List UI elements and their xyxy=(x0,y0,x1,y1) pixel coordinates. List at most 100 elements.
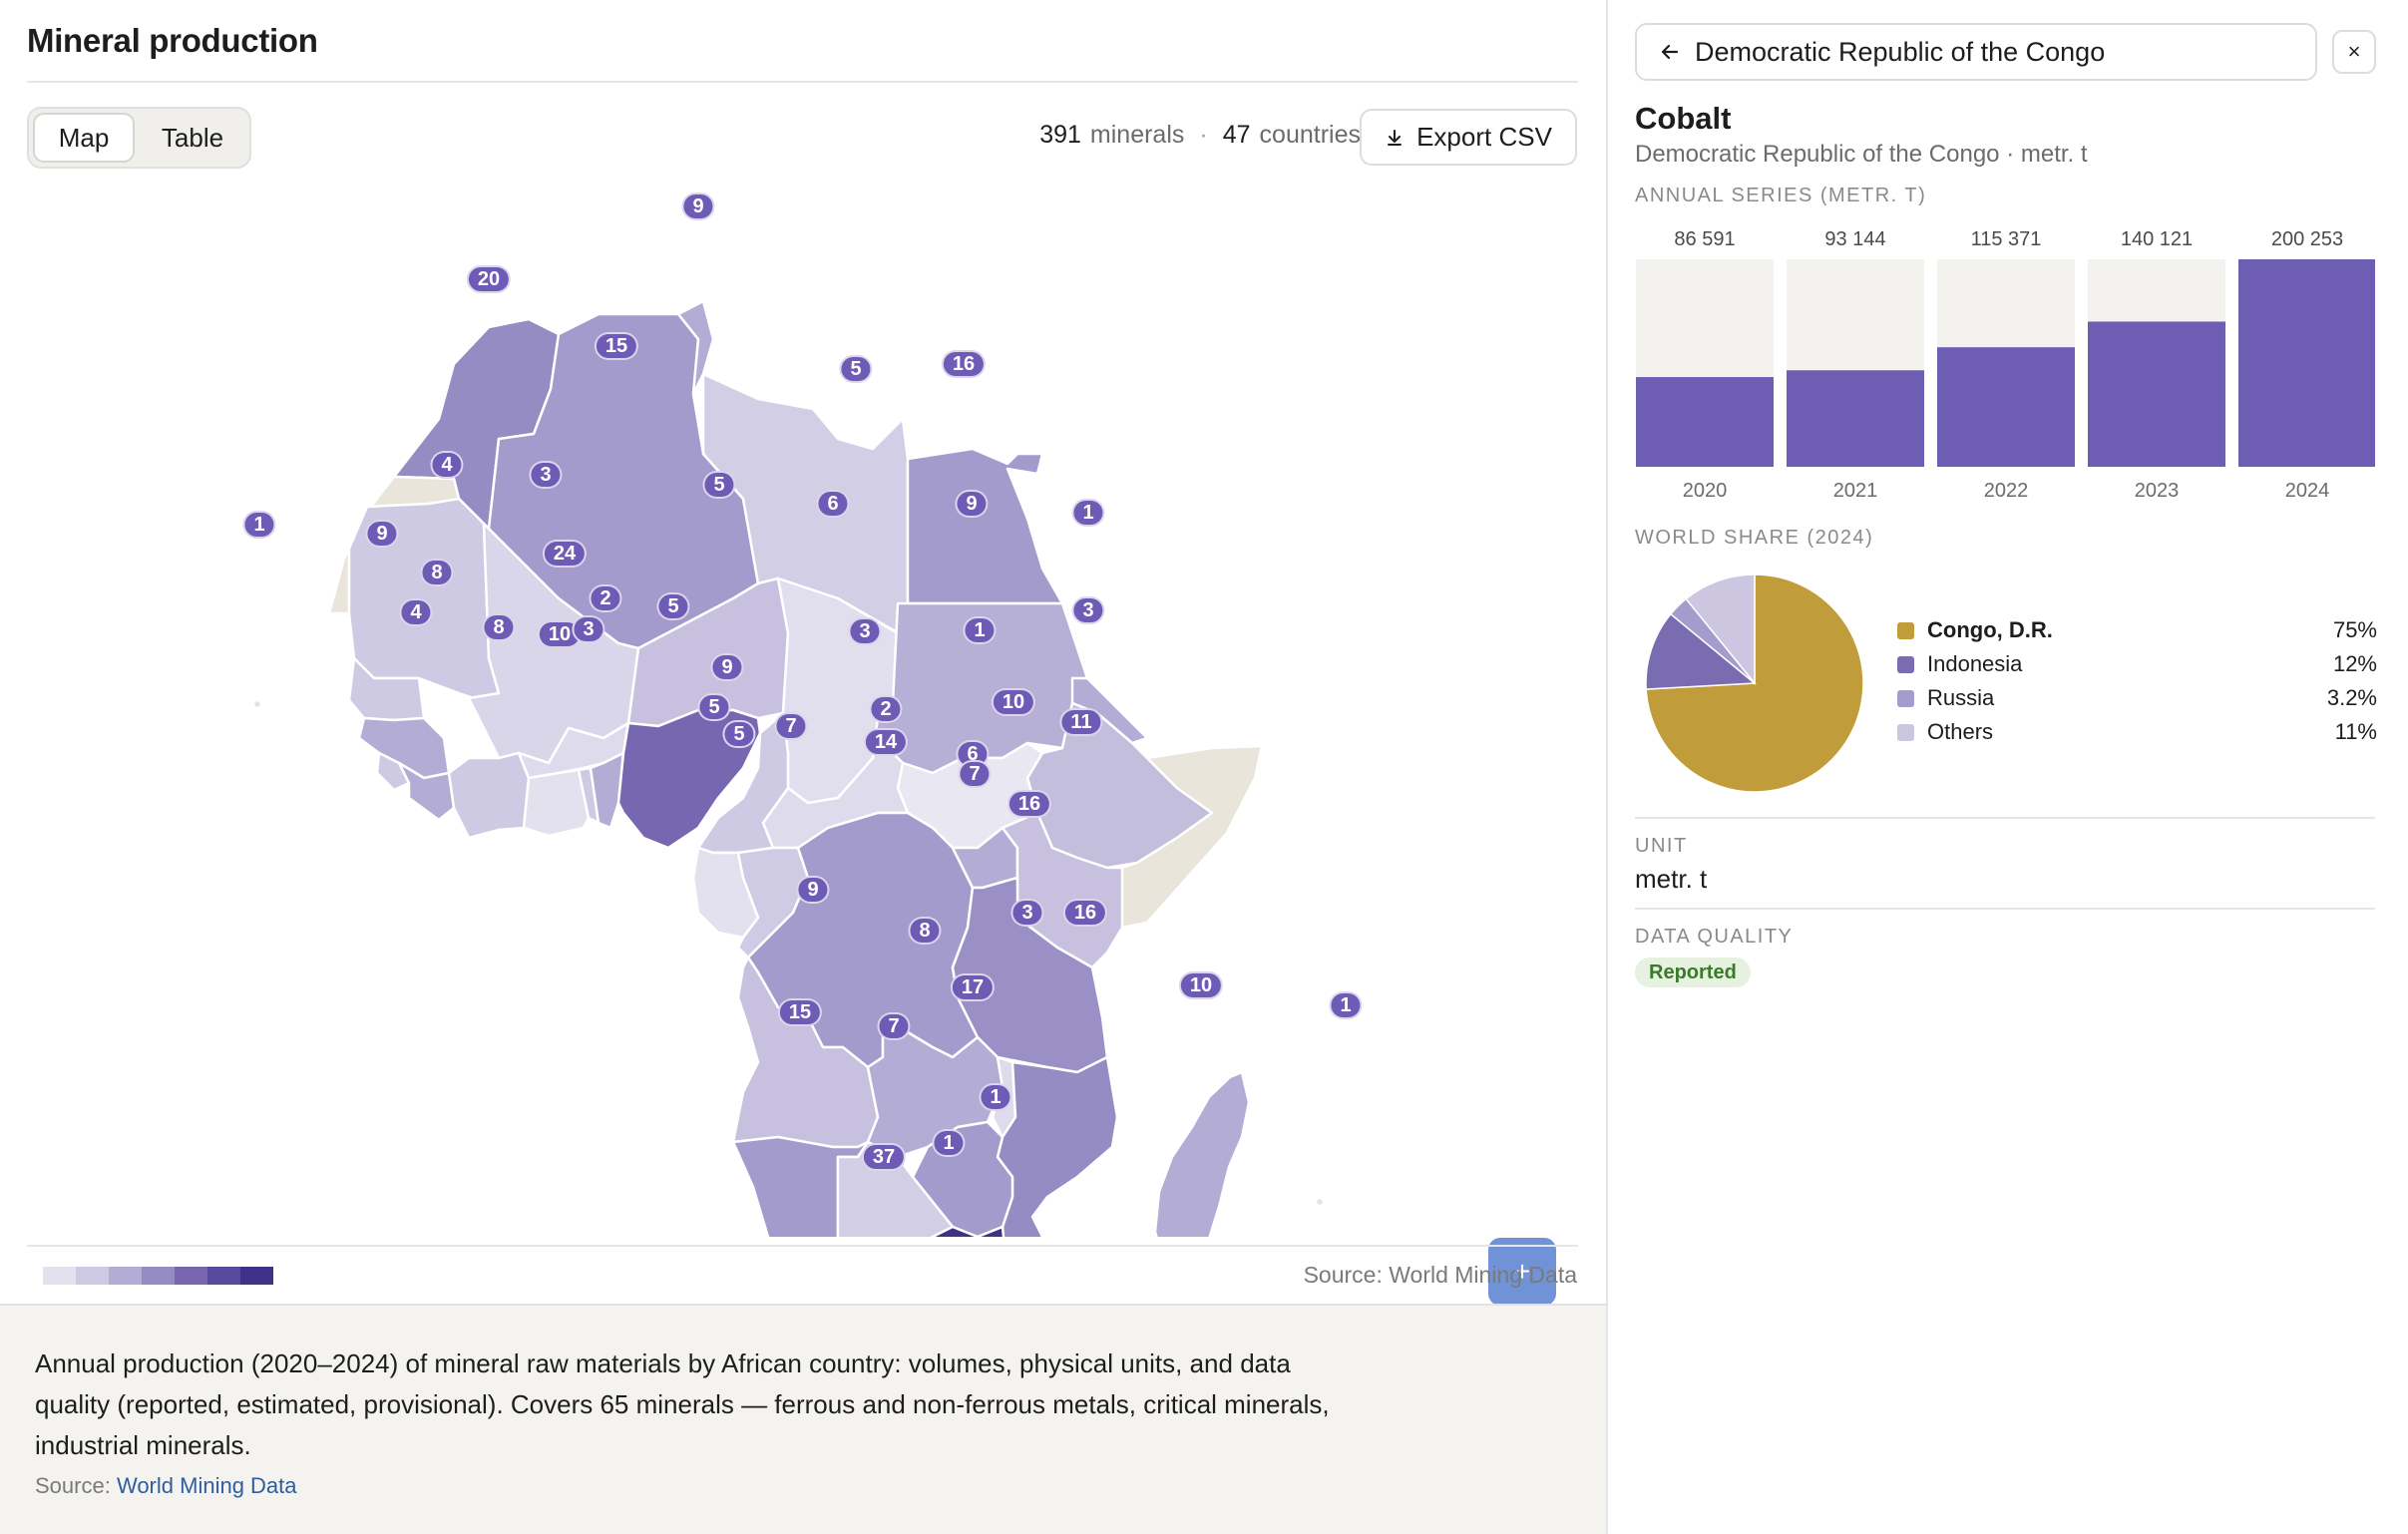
source-prefix: Source: xyxy=(35,1473,111,1498)
count-badge[interactable]: 3 xyxy=(1071,596,1105,624)
country-ghana[interactable] xyxy=(522,768,591,838)
count-badge[interactable]: 9 xyxy=(796,876,830,904)
selected-country: Democratic Republic of the Congo xyxy=(1695,36,2106,67)
count-badge[interactable]: 7 xyxy=(774,712,808,740)
country-mozambique[interactable] xyxy=(996,1055,1119,1237)
count-badge[interactable]: 7 xyxy=(877,1012,911,1040)
count-badge[interactable]: 10 xyxy=(1178,971,1224,999)
country-selector[interactable]: Democratic Republic of the Congo xyxy=(1635,23,2317,81)
count-badge[interactable]: 37 xyxy=(861,1143,907,1171)
count-badge[interactable]: 9 xyxy=(955,490,989,518)
arrow-left-icon[interactable] xyxy=(1659,41,1681,63)
count-badge[interactable]: 1 xyxy=(1071,499,1105,527)
count-badge[interactable]: 4 xyxy=(430,451,464,479)
count-badge[interactable]: 9 xyxy=(710,653,744,681)
count-badge[interactable]: 15 xyxy=(777,998,823,1026)
count-badge[interactable]: 5 xyxy=(702,471,736,499)
country-somalia[interactable] xyxy=(1120,744,1264,930)
count-badge[interactable]: 2 xyxy=(589,584,622,612)
count-badge[interactable]: 20 xyxy=(466,265,512,293)
count-badge[interactable]: 1 xyxy=(242,511,276,539)
country-cote-divoire[interactable] xyxy=(447,751,531,840)
legend-swatch xyxy=(109,1267,142,1285)
country-mauritania[interactable] xyxy=(347,497,501,700)
close-icon[interactable]: × xyxy=(2332,30,2376,74)
africa-choropleth-map[interactable] xyxy=(0,180,1606,1237)
bar-2023[interactable] xyxy=(2088,321,2225,467)
bar-2020[interactable] xyxy=(1636,377,1774,467)
count-badge[interactable]: 16 xyxy=(1062,899,1108,927)
dataset-description: Annual production (2020–2024) of mineral… xyxy=(0,1304,1606,1534)
legend-value: 75% xyxy=(2332,617,2377,642)
bar-value-label: 200 253 xyxy=(2271,228,2343,250)
count-badge[interactable]: 3 xyxy=(529,461,563,489)
count-badge[interactable]: 9 xyxy=(365,520,399,548)
count-badge[interactable]: 16 xyxy=(1006,790,1052,818)
legend-swatch xyxy=(175,1267,207,1285)
count-badge[interactable]: 6 xyxy=(816,490,850,518)
annual-series-chart: 86 591 2020 93 144 2021 115 371 2022 140 121 20… xyxy=(1636,228,2375,501)
count-badge[interactable]: 4 xyxy=(399,598,433,626)
count-badge[interactable]: 5 xyxy=(839,355,873,383)
count-badge[interactable]: 24 xyxy=(542,540,588,568)
view-table-button[interactable]: Table xyxy=(161,122,224,153)
bar-2024[interactable] xyxy=(2238,259,2375,467)
color-legend xyxy=(43,1267,273,1285)
country-madagascar[interactable] xyxy=(1153,1070,1251,1237)
bar-category-label: 2022 xyxy=(1984,480,2029,501)
count-badge[interactable]: 1 xyxy=(1329,991,1363,1019)
count-badge[interactable]: 11 xyxy=(1059,708,1103,736)
bar-value-label: 115 371 xyxy=(1971,228,2042,250)
legend-label: Russia xyxy=(1927,685,1995,710)
world-share-pie xyxy=(1645,574,1864,793)
bar-2021[interactable] xyxy=(1787,370,1924,467)
data-quality-label: DATA QUALITY xyxy=(1635,926,1794,948)
count-badge[interactable]: 14 xyxy=(863,728,909,756)
main-pane: Mineral production Map Table 391 mineral… xyxy=(0,22,1606,1534)
pie-slice-others[interactable] xyxy=(1685,574,1756,686)
country-south-africa[interactable] xyxy=(798,1225,1017,1237)
count-badge[interactable]: 15 xyxy=(594,332,639,360)
description-text: Annual production (2020–2024) of mineral… xyxy=(35,1348,1330,1460)
count-badge[interactable]: 8 xyxy=(482,613,516,641)
count-badge[interactable]: 1 xyxy=(979,1083,1012,1111)
count-badge[interactable]: 8 xyxy=(420,559,454,586)
legend-value: 3.2% xyxy=(2326,685,2377,710)
count-badge[interactable]: 1 xyxy=(932,1129,966,1157)
country-egypt[interactable] xyxy=(906,447,1064,605)
map-area: 9 20 15 5 16 4 3 5 1 9 6 1 9 3 24 5 8 2 4 8 10 3 3 1 9 5 2 5 7 10 11 14… xyxy=(0,180,1606,1381)
download-icon xyxy=(1388,129,1403,146)
count-badge[interactable]: 16 xyxy=(941,350,987,378)
bar-2022[interactable] xyxy=(1937,347,2075,467)
count-badge[interactable]: 10 xyxy=(991,688,1036,716)
count-badge[interactable]: 9 xyxy=(681,192,715,220)
country-liberia[interactable] xyxy=(397,761,456,822)
count-badge[interactable]: 3 xyxy=(1010,899,1044,927)
source-link[interactable]: World Mining Data xyxy=(116,1473,297,1498)
count-badge[interactable]: 2 xyxy=(869,695,903,723)
view-map-button[interactable]: Map xyxy=(33,113,135,163)
count-badge[interactable]: 17 xyxy=(950,973,996,1001)
country-cabo-verde[interactable] xyxy=(251,698,263,710)
countries-label: countries xyxy=(1259,121,1361,149)
count-badge[interactable]: 5 xyxy=(656,592,690,620)
count-badge[interactable]: 8 xyxy=(908,917,942,945)
country-mauritius[interactable] xyxy=(1314,1196,1326,1208)
pie-legend-row: Congo, D.R. 75% xyxy=(1897,613,2377,647)
count-badge[interactable]: 3 xyxy=(572,615,605,643)
pie-legend: Congo, D.R. 75% Indonesia 12% Russia 3.2% Othe… xyxy=(1897,613,2377,749)
bar-value-label: 93 144 xyxy=(1824,228,1885,250)
count-badge[interactable]: 7 xyxy=(958,760,992,788)
country-sierra-leone[interactable] xyxy=(375,751,411,792)
countries-count: 47 xyxy=(1222,121,1251,149)
count-badge[interactable]: 3 xyxy=(848,617,882,645)
count-badge[interactable]: 1 xyxy=(963,616,997,644)
zoom-in-button[interactable]: + xyxy=(1488,1238,1556,1306)
legend-swatch xyxy=(1897,621,1914,639)
count-badge[interactable]: 5 xyxy=(697,693,731,721)
count-badge[interactable]: 5 xyxy=(722,720,756,748)
title-divider xyxy=(27,81,1578,83)
export-csv-button[interactable]: Export CSV xyxy=(1360,109,1577,166)
pie-slice-indonesia[interactable] xyxy=(1645,612,1757,690)
country-nigeria[interactable] xyxy=(616,708,762,850)
